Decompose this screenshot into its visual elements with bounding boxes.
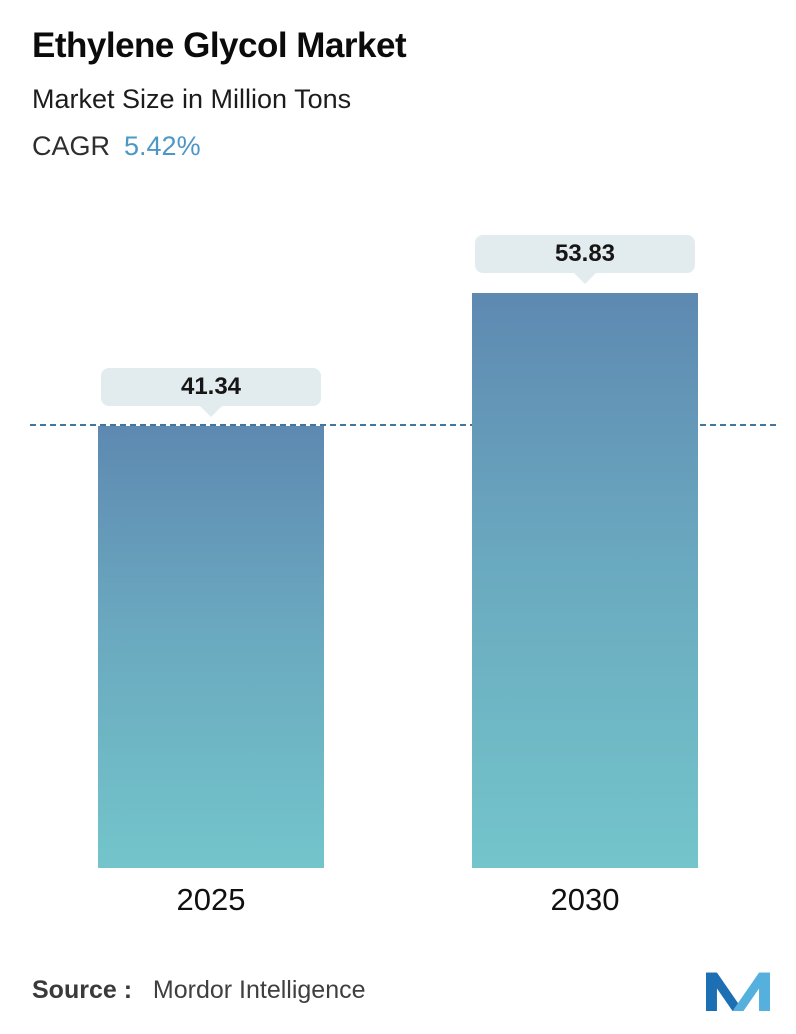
footer: Source : Mordor Intelligence: [32, 968, 770, 1012]
chart-subtitle: Market Size in Million Tons: [32, 84, 352, 114]
cagr-value: 5.42%: [124, 131, 201, 161]
x-axis-label: 2030: [550, 882, 620, 917]
value-label: 41.34: [101, 368, 321, 406]
bar-chart: 41.34 53.83: [30, 228, 776, 868]
source-value: Mordor Intelligence: [152, 975, 366, 1004]
bar-group-2025: 41.34: [98, 368, 324, 868]
x-labels-row: 2025 2030: [32, 882, 764, 918]
cagr-row: CAGR 5.42%: [32, 131, 764, 162]
value-label: 53.83: [475, 235, 695, 273]
bar-group-2030: 53.83: [472, 235, 698, 868]
cagr-label: CAGR: [32, 131, 111, 161]
dashed-reference-line: [30, 424, 776, 426]
page-title: Ethylene Glycol Market: [32, 26, 407, 65]
bars-row: 41.34 53.83: [32, 228, 764, 868]
bar: [472, 293, 698, 868]
x-axis-label: 2025: [176, 882, 246, 917]
source-label: Source :: [32, 975, 133, 1004]
bar: [98, 426, 324, 868]
source-attribution: Source : Mordor Intelligence: [32, 976, 366, 1005]
mordor-intelligence-logo: [706, 972, 770, 1012]
